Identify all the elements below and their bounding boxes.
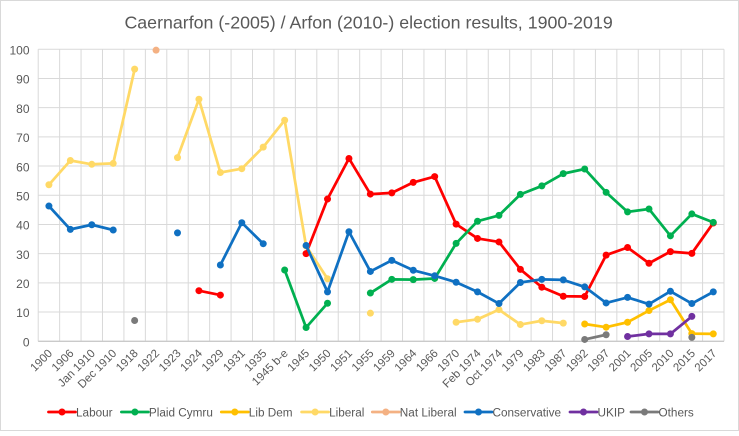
svg-text:Others: Others: [659, 406, 694, 419]
svg-text:20: 20: [16, 277, 30, 291]
svg-text:Caernarfon (-2005) / Arfon (20: Caernarfon (-2005) / Arfon (2010-) elect…: [124, 13, 612, 33]
svg-text:0: 0: [23, 335, 30, 349]
svg-text:Labour: Labour: [76, 406, 113, 419]
svg-text:90: 90: [16, 73, 30, 87]
svg-text:Liberal: Liberal: [329, 406, 364, 419]
svg-text:10: 10: [16, 306, 30, 320]
svg-text:70: 70: [16, 131, 30, 145]
svg-text:60: 60: [16, 160, 30, 174]
svg-text:40: 40: [16, 219, 30, 233]
svg-text:30: 30: [16, 248, 30, 262]
svg-text:80: 80: [16, 102, 30, 116]
svg-text:100: 100: [9, 44, 29, 58]
svg-text:Lib Dem: Lib Dem: [249, 406, 293, 419]
svg-text:Conservative: Conservative: [493, 406, 562, 419]
svg-text:Plaid Cymru: Plaid Cymru: [149, 406, 213, 419]
svg-text:Nat Liberal: Nat Liberal: [400, 406, 457, 419]
svg-text:50: 50: [16, 189, 30, 203]
svg-text:UKIP: UKIP: [598, 406, 626, 419]
